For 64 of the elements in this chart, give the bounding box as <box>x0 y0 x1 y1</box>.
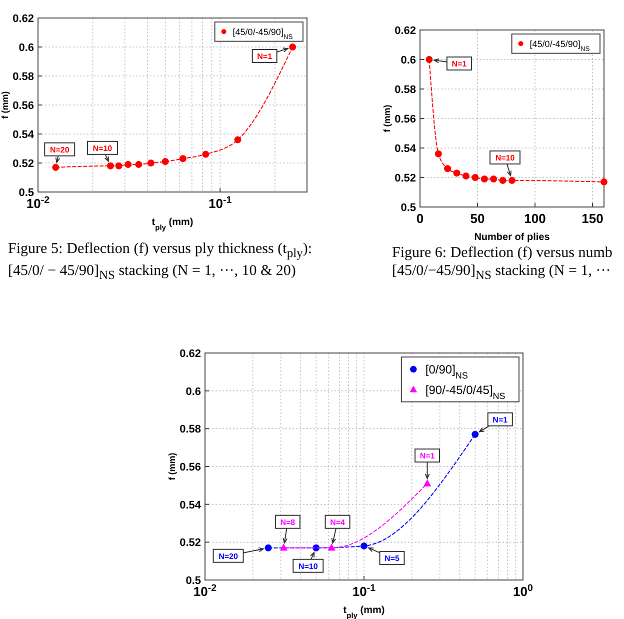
y-tick-label: 0.5 <box>186 575 201 587</box>
y-tick-label: 0.5 <box>18 187 34 199</box>
x-tick-label: 10$^{-1}$ <box>352 582 376 599</box>
y-tick-label: 0.5 <box>400 202 416 214</box>
point <box>453 170 460 177</box>
y-tick-label: 0.56 <box>394 114 416 126</box>
x-axis-title: t$_{ply}$ (mm) <box>152 217 194 232</box>
y-tick-label: 0.56 <box>12 100 34 112</box>
point <box>462 172 470 180</box>
y-tick-label: 0.54 <box>394 143 417 155</box>
annotation: N=1 <box>452 60 468 68</box>
y-tick-label: 0.6 <box>186 386 201 398</box>
annotation: N=8 <box>280 518 296 527</box>
annotation: N=10 <box>92 144 113 153</box>
annotation: N=10 <box>495 153 516 162</box>
y-tick-label: 0.54 <box>180 499 202 512</box>
point <box>600 178 608 186</box>
point <box>472 174 479 181</box>
point <box>480 175 488 182</box>
point <box>426 56 433 63</box>
y-tick-label: 0.52 <box>180 537 201 550</box>
point <box>444 165 452 172</box>
y-tick-label: 0.62 <box>180 348 201 360</box>
x-tick-label: 100 <box>524 211 546 226</box>
y-axis-title: f (mm) <box>0 91 10 119</box>
y-tick-label: 0.54 <box>12 129 35 141</box>
y-tick-label: 0.58 <box>12 71 34 83</box>
y-tick-label: 0.58 <box>180 424 201 436</box>
y-tick-label: 0.6 <box>400 54 416 66</box>
point <box>490 175 498 182</box>
y-tick-label: 0.62 <box>12 13 34 25</box>
x-axis-title: Number of plies <box>474 232 550 243</box>
legend-label: [90/-45/0/45]$_{NS}$ <box>425 382 506 401</box>
x-axis-title: t$_{ply}$ (mm) <box>343 605 385 619</box>
x-tick-label: 150 <box>582 211 604 226</box>
annotation: N=20 <box>50 145 70 154</box>
y-tick-label: 0.62 <box>394 25 416 37</box>
x-tick-label: 10$^{-1}$ <box>208 194 232 211</box>
annotation: N=5 <box>384 554 400 563</box>
legend-label: [45/0/-45/90]$_{NS}$ <box>232 26 294 40</box>
annotation: N=1 <box>257 52 273 61</box>
y-tick-label: 0.6 <box>18 42 34 54</box>
y-tick-label: 0.58 <box>394 84 416 96</box>
annotation: N=4 <box>330 518 346 527</box>
annotation: N=20 <box>218 552 238 561</box>
point <box>499 176 506 184</box>
point <box>508 176 516 184</box>
x-tick-label: 50 <box>470 211 485 226</box>
point <box>434 150 442 158</box>
y-tick-label: 0.52 <box>12 158 34 170</box>
annotation: N=1 <box>492 415 508 424</box>
annotation: N=1 <box>420 452 436 461</box>
y-axis-title: f (mm) <box>167 452 177 480</box>
y-tick-label: 0.52 <box>394 172 416 184</box>
x-tick-label: 10$^{0}$ <box>513 582 534 599</box>
x-tick-label: 0 <box>416 211 424 226</box>
caption: Figure 6: Deflection (f) versus numb <box>392 244 614 262</box>
y-axis-title: f (mm) <box>382 104 392 132</box>
legend-label: [45/0/-45/90]$_{NS}$ <box>530 38 590 52</box>
text: Figure 5: Deflection (f) versus ply thickness (t$_{ply}$): [45/0/ − 45/90]$_{NS}$ stacking (N = 1, ···, 10 & 20) <box>8 241 312 282</box>
y-tick-label: 0.56 <box>180 462 201 474</box>
text: [45/0/−45/90]$_{NS}$ stacking (N = 1, ··· <box>392 262 612 284</box>
legend-label: [0/90]$_{NS}$ <box>425 362 468 380</box>
annotation: N=10 <box>298 562 318 571</box>
